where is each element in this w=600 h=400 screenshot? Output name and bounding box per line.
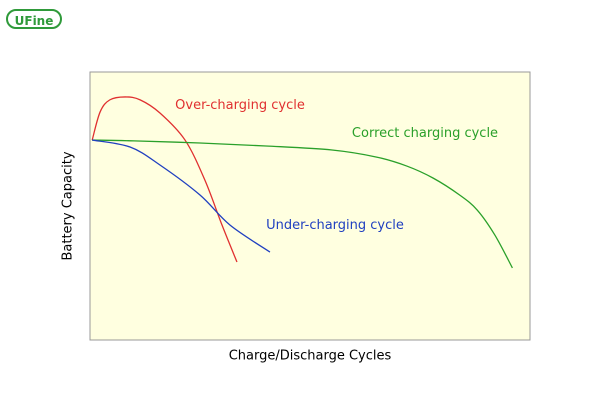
series-label: Under-charging cycle [266,218,404,233]
data-line [92,139,513,269]
x-axis-label: Charge/Discharge Cycles [229,349,392,364]
data-line [91,96,238,263]
data-line [92,139,271,253]
logo: UFine [6,9,62,29]
series-label: Over-charging cycle [175,98,305,113]
y-axis-label: Battery Capacity [61,151,76,260]
series-label: Correct charging cycle [351,126,499,141]
plot-area [89,71,531,341]
